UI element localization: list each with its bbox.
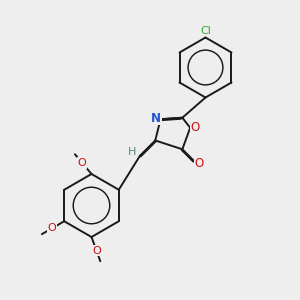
Text: O: O	[78, 158, 87, 168]
Text: O: O	[47, 224, 56, 233]
Text: O: O	[191, 121, 200, 134]
Text: Cl: Cl	[200, 26, 211, 36]
Text: H: H	[128, 147, 136, 157]
Text: O: O	[92, 245, 101, 256]
Text: O: O	[195, 157, 204, 170]
Text: N: N	[151, 112, 161, 125]
